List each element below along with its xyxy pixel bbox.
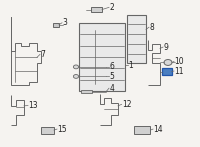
Text: 11: 11 xyxy=(175,66,184,76)
Text: 15: 15 xyxy=(58,125,67,134)
Text: 7: 7 xyxy=(41,50,45,59)
Bar xyxy=(53,23,59,27)
Bar xyxy=(41,127,54,134)
Circle shape xyxy=(164,60,172,65)
Text: 3: 3 xyxy=(63,18,67,27)
Text: 13: 13 xyxy=(29,101,38,110)
Text: 14: 14 xyxy=(154,125,163,134)
Text: 8: 8 xyxy=(150,23,154,32)
Text: 12: 12 xyxy=(122,100,132,109)
Circle shape xyxy=(73,65,79,69)
Text: 5: 5 xyxy=(110,72,114,81)
Bar xyxy=(127,15,146,63)
Bar xyxy=(79,23,125,91)
Text: 2: 2 xyxy=(110,3,114,12)
Circle shape xyxy=(73,75,79,78)
Bar xyxy=(134,126,150,134)
Bar xyxy=(91,7,102,12)
Text: 9: 9 xyxy=(164,42,168,52)
Bar xyxy=(81,90,92,93)
Text: 1: 1 xyxy=(129,61,133,70)
Text: 4: 4 xyxy=(110,84,114,93)
Text: 6: 6 xyxy=(110,62,114,71)
Bar xyxy=(162,68,172,75)
Text: 10: 10 xyxy=(175,57,184,66)
